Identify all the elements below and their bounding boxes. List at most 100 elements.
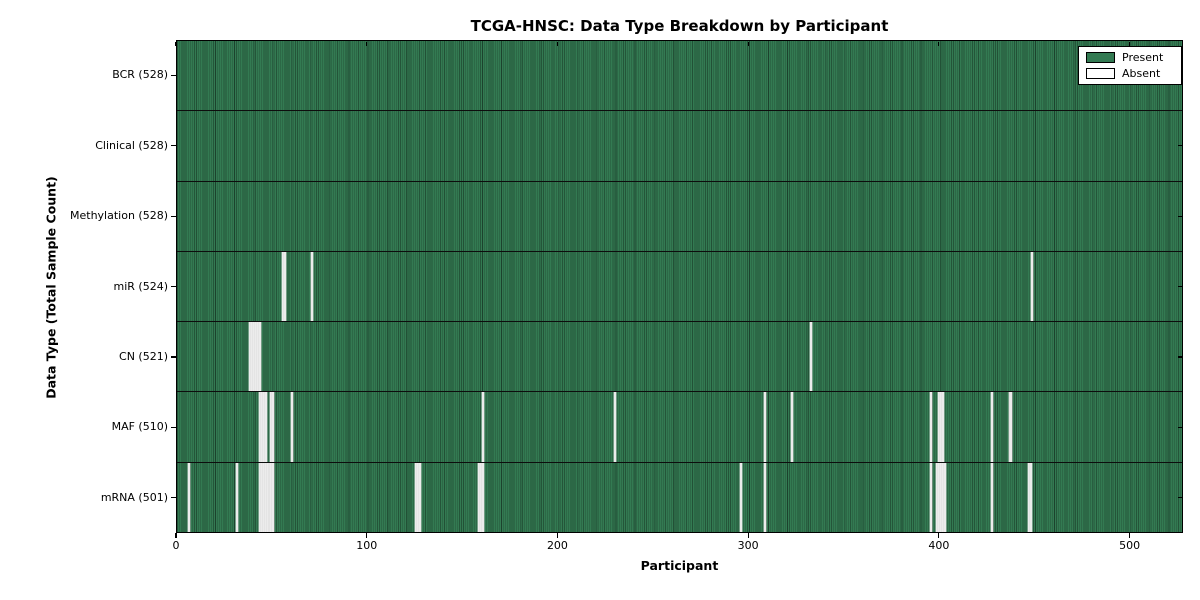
y-tick-left bbox=[171, 497, 176, 499]
xtick-label-200: 200 bbox=[546, 539, 568, 552]
absent-stripe bbox=[739, 462, 742, 532]
y-tick-right bbox=[1178, 145, 1183, 147]
legend-label-absent: Absent bbox=[1122, 67, 1161, 80]
xtick-label-100: 100 bbox=[356, 539, 378, 552]
absent-stripe bbox=[482, 462, 485, 532]
absent-stripe bbox=[260, 392, 263, 462]
absent-swatch bbox=[1086, 68, 1115, 79]
xtick-label-0: 0 bbox=[172, 539, 180, 552]
heat-row-bcr bbox=[177, 41, 1182, 112]
xtick-label-500: 500 bbox=[1119, 539, 1141, 552]
absent-stripe bbox=[251, 322, 254, 392]
absent-stripe bbox=[764, 462, 767, 532]
absent-stripe bbox=[310, 251, 313, 322]
absent-stripe bbox=[930, 392, 933, 462]
absent-stripe bbox=[259, 392, 261, 462]
x-axis-label: Participant bbox=[640, 558, 719, 573]
absent-stripe bbox=[257, 322, 260, 392]
y-tick-left bbox=[171, 426, 176, 429]
absent-stripe bbox=[272, 392, 275, 462]
absent-stripe bbox=[262, 392, 265, 462]
absent-stripe bbox=[253, 322, 256, 392]
ytick-label-cn: CN (521) bbox=[119, 349, 168, 363]
y-tick-left bbox=[171, 286, 176, 288]
xtick-label-400: 400 bbox=[928, 539, 950, 552]
absent-stripe bbox=[259, 322, 261, 392]
absent-stripe bbox=[259, 462, 261, 532]
absent-stripe bbox=[272, 462, 275, 532]
ytick-label-mrna: mRNA (501) bbox=[100, 490, 168, 504]
y-tick-left bbox=[171, 215, 176, 217]
absent-stripe bbox=[791, 392, 794, 462]
x-tick-top bbox=[175, 41, 177, 46]
x-tick-bottom bbox=[366, 533, 368, 538]
x-tick-bottom bbox=[747, 533, 749, 538]
absent-stripe bbox=[417, 462, 420, 532]
y-tick-left bbox=[171, 356, 176, 358]
absent-stripe bbox=[255, 322, 258, 392]
x-tick-bottom bbox=[556, 533, 559, 538]
absent-stripe bbox=[283, 251, 286, 322]
absent-stripe bbox=[249, 322, 252, 392]
row-fill-present bbox=[177, 462, 1182, 532]
x-tick-bottom bbox=[1128, 533, 1131, 538]
y-tick-right bbox=[1178, 426, 1183, 429]
absent-stripe bbox=[266, 462, 269, 532]
row-fill-present bbox=[177, 111, 1182, 181]
absent-stripe bbox=[236, 462, 239, 532]
y-tick-left bbox=[171, 145, 176, 147]
absent-stripe bbox=[1010, 392, 1013, 462]
absent-stripe bbox=[930, 462, 933, 532]
chart-title: TCGA-HNSC: Data Type Breakdown by Partic… bbox=[470, 17, 889, 35]
absent-stripe bbox=[419, 462, 422, 532]
x-tick-top bbox=[938, 41, 940, 46]
absent-stripe bbox=[415, 462, 418, 532]
absent-stripe bbox=[941, 392, 944, 462]
x-tick-top bbox=[366, 41, 368, 46]
heat-row-clinical bbox=[177, 111, 1182, 182]
x-tick-top bbox=[556, 41, 559, 46]
heat-row-maf bbox=[177, 392, 1182, 463]
legend-item-absent: Absent bbox=[1086, 68, 1174, 79]
absent-stripe bbox=[264, 462, 267, 532]
heat-row-cn bbox=[177, 322, 1182, 393]
y-tick-right bbox=[1178, 286, 1183, 288]
y-tick-right bbox=[1178, 497, 1183, 499]
absent-stripe bbox=[264, 392, 267, 462]
absent-stripe bbox=[281, 251, 284, 322]
row-fill-present bbox=[177, 392, 1182, 462]
absent-stripe bbox=[291, 392, 294, 462]
x-tick-top bbox=[1128, 41, 1131, 46]
absent-stripe bbox=[270, 462, 273, 532]
row-fill-present bbox=[177, 181, 1182, 251]
row-fill-present bbox=[177, 41, 1182, 111]
absent-stripe bbox=[1031, 251, 1034, 322]
ytick-label-maf: MAF (510) bbox=[111, 420, 168, 434]
x-tick-top bbox=[747, 41, 749, 46]
y-tick-right bbox=[1178, 215, 1183, 217]
absent-stripe bbox=[941, 462, 944, 532]
absent-stripe bbox=[937, 462, 940, 532]
absent-stripe bbox=[937, 392, 940, 462]
absent-stripe bbox=[991, 462, 994, 532]
legend-label-present: Present bbox=[1122, 51, 1164, 64]
ytick-label-methylation: Methylation (528) bbox=[70, 209, 168, 223]
heat-row-mir bbox=[177, 251, 1182, 323]
absent-stripe bbox=[939, 392, 942, 462]
absent-stripe bbox=[482, 392, 485, 462]
y-tick-left bbox=[171, 74, 176, 76]
legend: Present Absent bbox=[1078, 46, 1182, 85]
present-swatch bbox=[1086, 52, 1115, 63]
absent-stripe bbox=[939, 462, 942, 532]
row-fill-present bbox=[177, 322, 1182, 392]
absent-stripe bbox=[1029, 462, 1032, 532]
heat-row-mrna bbox=[177, 462, 1182, 532]
heat-row-methylation bbox=[177, 181, 1182, 252]
y-tick-right bbox=[1178, 356, 1183, 358]
absent-stripe bbox=[810, 322, 813, 392]
absent-stripe bbox=[936, 462, 939, 532]
absent-stripe bbox=[268, 462, 271, 532]
x-tick-bottom bbox=[175, 533, 177, 538]
absent-stripe bbox=[1008, 392, 1011, 462]
